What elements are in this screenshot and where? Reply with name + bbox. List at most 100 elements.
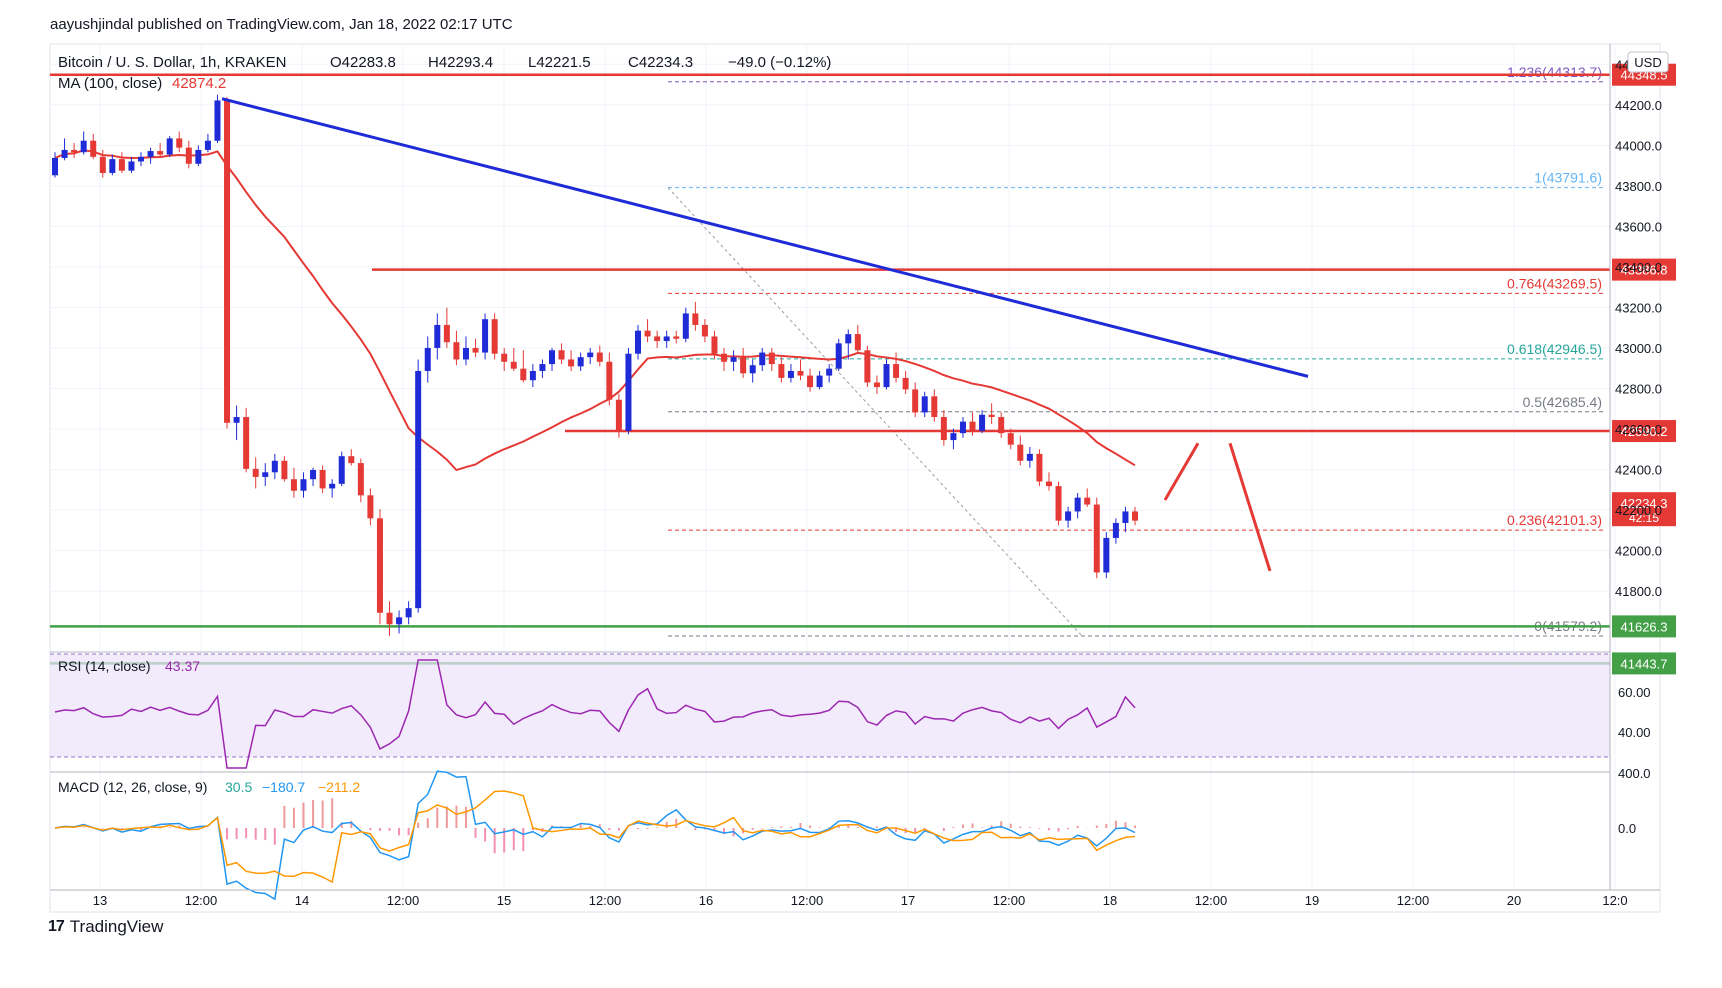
candle-body bbox=[501, 353, 508, 362]
price-tick-label: 42200.0 bbox=[1615, 503, 1662, 518]
candle-body bbox=[826, 368, 833, 376]
rsi-tick-label: 60.00 bbox=[1618, 685, 1651, 700]
axes: 13 12:00 14 12:00 15 12:00 16 12:00 17 12:00 18 12:… bbox=[50, 44, 1662, 908]
candle-body bbox=[80, 140, 87, 153]
time-tick-label: 17 bbox=[901, 893, 915, 908]
time-tick-label: 20 bbox=[1507, 893, 1521, 908]
candle-body bbox=[405, 608, 412, 618]
macd-line bbox=[54, 770, 1136, 901]
macd-tick-label: 400.0 bbox=[1618, 766, 1651, 781]
candle-body bbox=[166, 138, 173, 155]
legend: Bitcoin / U. S. Dollar, 1h, KRAKEN O4228… bbox=[58, 51, 1669, 92]
price-tag-label: 41626.3 bbox=[1621, 619, 1668, 634]
candle-body bbox=[520, 368, 527, 381]
candle-body bbox=[787, 370, 794, 378]
candle-body bbox=[807, 375, 814, 388]
footer-brand: 17 TradingView bbox=[48, 917, 163, 937]
candle-body bbox=[338, 456, 345, 484]
candle-body bbox=[319, 469, 326, 489]
candle-body bbox=[539, 364, 546, 371]
publish-info: aayushjindal published on TradingView.co… bbox=[50, 16, 513, 33]
candle-body bbox=[893, 364, 900, 378]
candle-body bbox=[185, 147, 192, 164]
candle-body bbox=[1132, 511, 1138, 521]
candle-body bbox=[243, 417, 250, 469]
candle-body bbox=[577, 357, 584, 367]
price-tag-countdown: 42:15 bbox=[1629, 511, 1659, 525]
time-tick-label: 12:00 bbox=[185, 893, 218, 908]
price-tag-label: 42590.2 bbox=[1621, 424, 1668, 439]
candle-body bbox=[482, 319, 489, 353]
candle-body bbox=[1055, 486, 1062, 521]
candle-body bbox=[424, 347, 431, 371]
candle-body bbox=[682, 313, 689, 339]
time-tick-label: 18 bbox=[1103, 893, 1117, 908]
macd-hist-value: 30.5 bbox=[225, 779, 252, 795]
candle-body bbox=[1074, 497, 1081, 512]
price-tick-label: 42600.0 bbox=[1615, 422, 1662, 437]
ohlc-open: O42283.8 bbox=[330, 54, 396, 71]
candle-body bbox=[367, 495, 374, 519]
ohlc-low: L42221.5 bbox=[528, 54, 591, 71]
candle-body bbox=[548, 350, 555, 365]
candle-body bbox=[921, 396, 928, 413]
projection-down-line bbox=[1228, 442, 1272, 572]
candle-body bbox=[1065, 511, 1072, 521]
macd-label: MACD (12, 26, close, 9) bbox=[58, 779, 207, 795]
indicator-panes: RSI (14, close) 43.37 MACD (12, 26, close,… bbox=[50, 651, 1610, 901]
candle-body bbox=[195, 149, 202, 164]
candle-body bbox=[692, 313, 699, 325]
price-tick-label: 44000.0 bbox=[1615, 138, 1662, 153]
price-tick-label: 43800.0 bbox=[1615, 179, 1662, 194]
candle-body bbox=[864, 350, 871, 383]
candle-body bbox=[873, 382, 880, 388]
rsi-tick-label: 40.00 bbox=[1618, 725, 1651, 740]
time-tick-label: 12:00 bbox=[791, 893, 824, 908]
rsi-line bbox=[54, 659, 1136, 769]
candle-body bbox=[778, 364, 785, 378]
candle-body bbox=[472, 347, 479, 353]
candle-body bbox=[587, 352, 594, 358]
fibonacci-levels: 1.236(44313.7) 1(43791.6) 0.764(43269.5) 0.… bbox=[667, 64, 1605, 637]
candle-body bbox=[845, 334, 852, 344]
candle-body bbox=[635, 330, 642, 354]
price-tag bbox=[1612, 615, 1676, 638]
candle-body bbox=[300, 479, 307, 491]
time-tick-label: 13 bbox=[93, 893, 107, 908]
candle-body bbox=[204, 140, 211, 150]
candle-body bbox=[52, 157, 58, 176]
fib-level-label: 1(43791.6) bbox=[1534, 170, 1602, 186]
downtrend-line bbox=[221, 97, 1309, 378]
candle-body bbox=[950, 433, 957, 441]
price-tag bbox=[1612, 258, 1676, 281]
candle-body bbox=[281, 460, 288, 480]
candle-body bbox=[176, 138, 183, 148]
time-tick-label: 12:00 bbox=[993, 893, 1026, 908]
annotations bbox=[221, 97, 1309, 572]
candle-body bbox=[233, 417, 240, 423]
candle-body bbox=[61, 149, 68, 158]
fib-level-label: 1.236(44313.7) bbox=[1507, 64, 1602, 80]
candle-body bbox=[529, 370, 536, 381]
candle-body bbox=[854, 334, 861, 351]
candle-body bbox=[90, 140, 97, 157]
ohlc-high: H42293.4 bbox=[428, 54, 493, 71]
time-tick-label: 19 bbox=[1305, 893, 1319, 908]
ma-100-line bbox=[54, 149, 1136, 472]
candle-body bbox=[71, 149, 78, 153]
candle-body bbox=[701, 324, 708, 337]
candlesticks bbox=[52, 94, 1138, 636]
macd-macd-value: −180.7 bbox=[262, 779, 305, 795]
candle-body bbox=[376, 518, 383, 613]
time-tick-label: 12:00 bbox=[589, 893, 622, 908]
projection-up-line bbox=[1163, 442, 1200, 501]
currency-badge[interactable] bbox=[1627, 51, 1669, 73]
rsi-band bbox=[50, 654, 1610, 757]
candle-body bbox=[625, 353, 632, 431]
candle-body bbox=[118, 159, 125, 171]
candle-body bbox=[386, 612, 393, 625]
price-tag-label: 42234.3 bbox=[1621, 496, 1668, 511]
candle-body bbox=[262, 472, 269, 477]
price-tag-label: 43386.8 bbox=[1621, 263, 1668, 278]
